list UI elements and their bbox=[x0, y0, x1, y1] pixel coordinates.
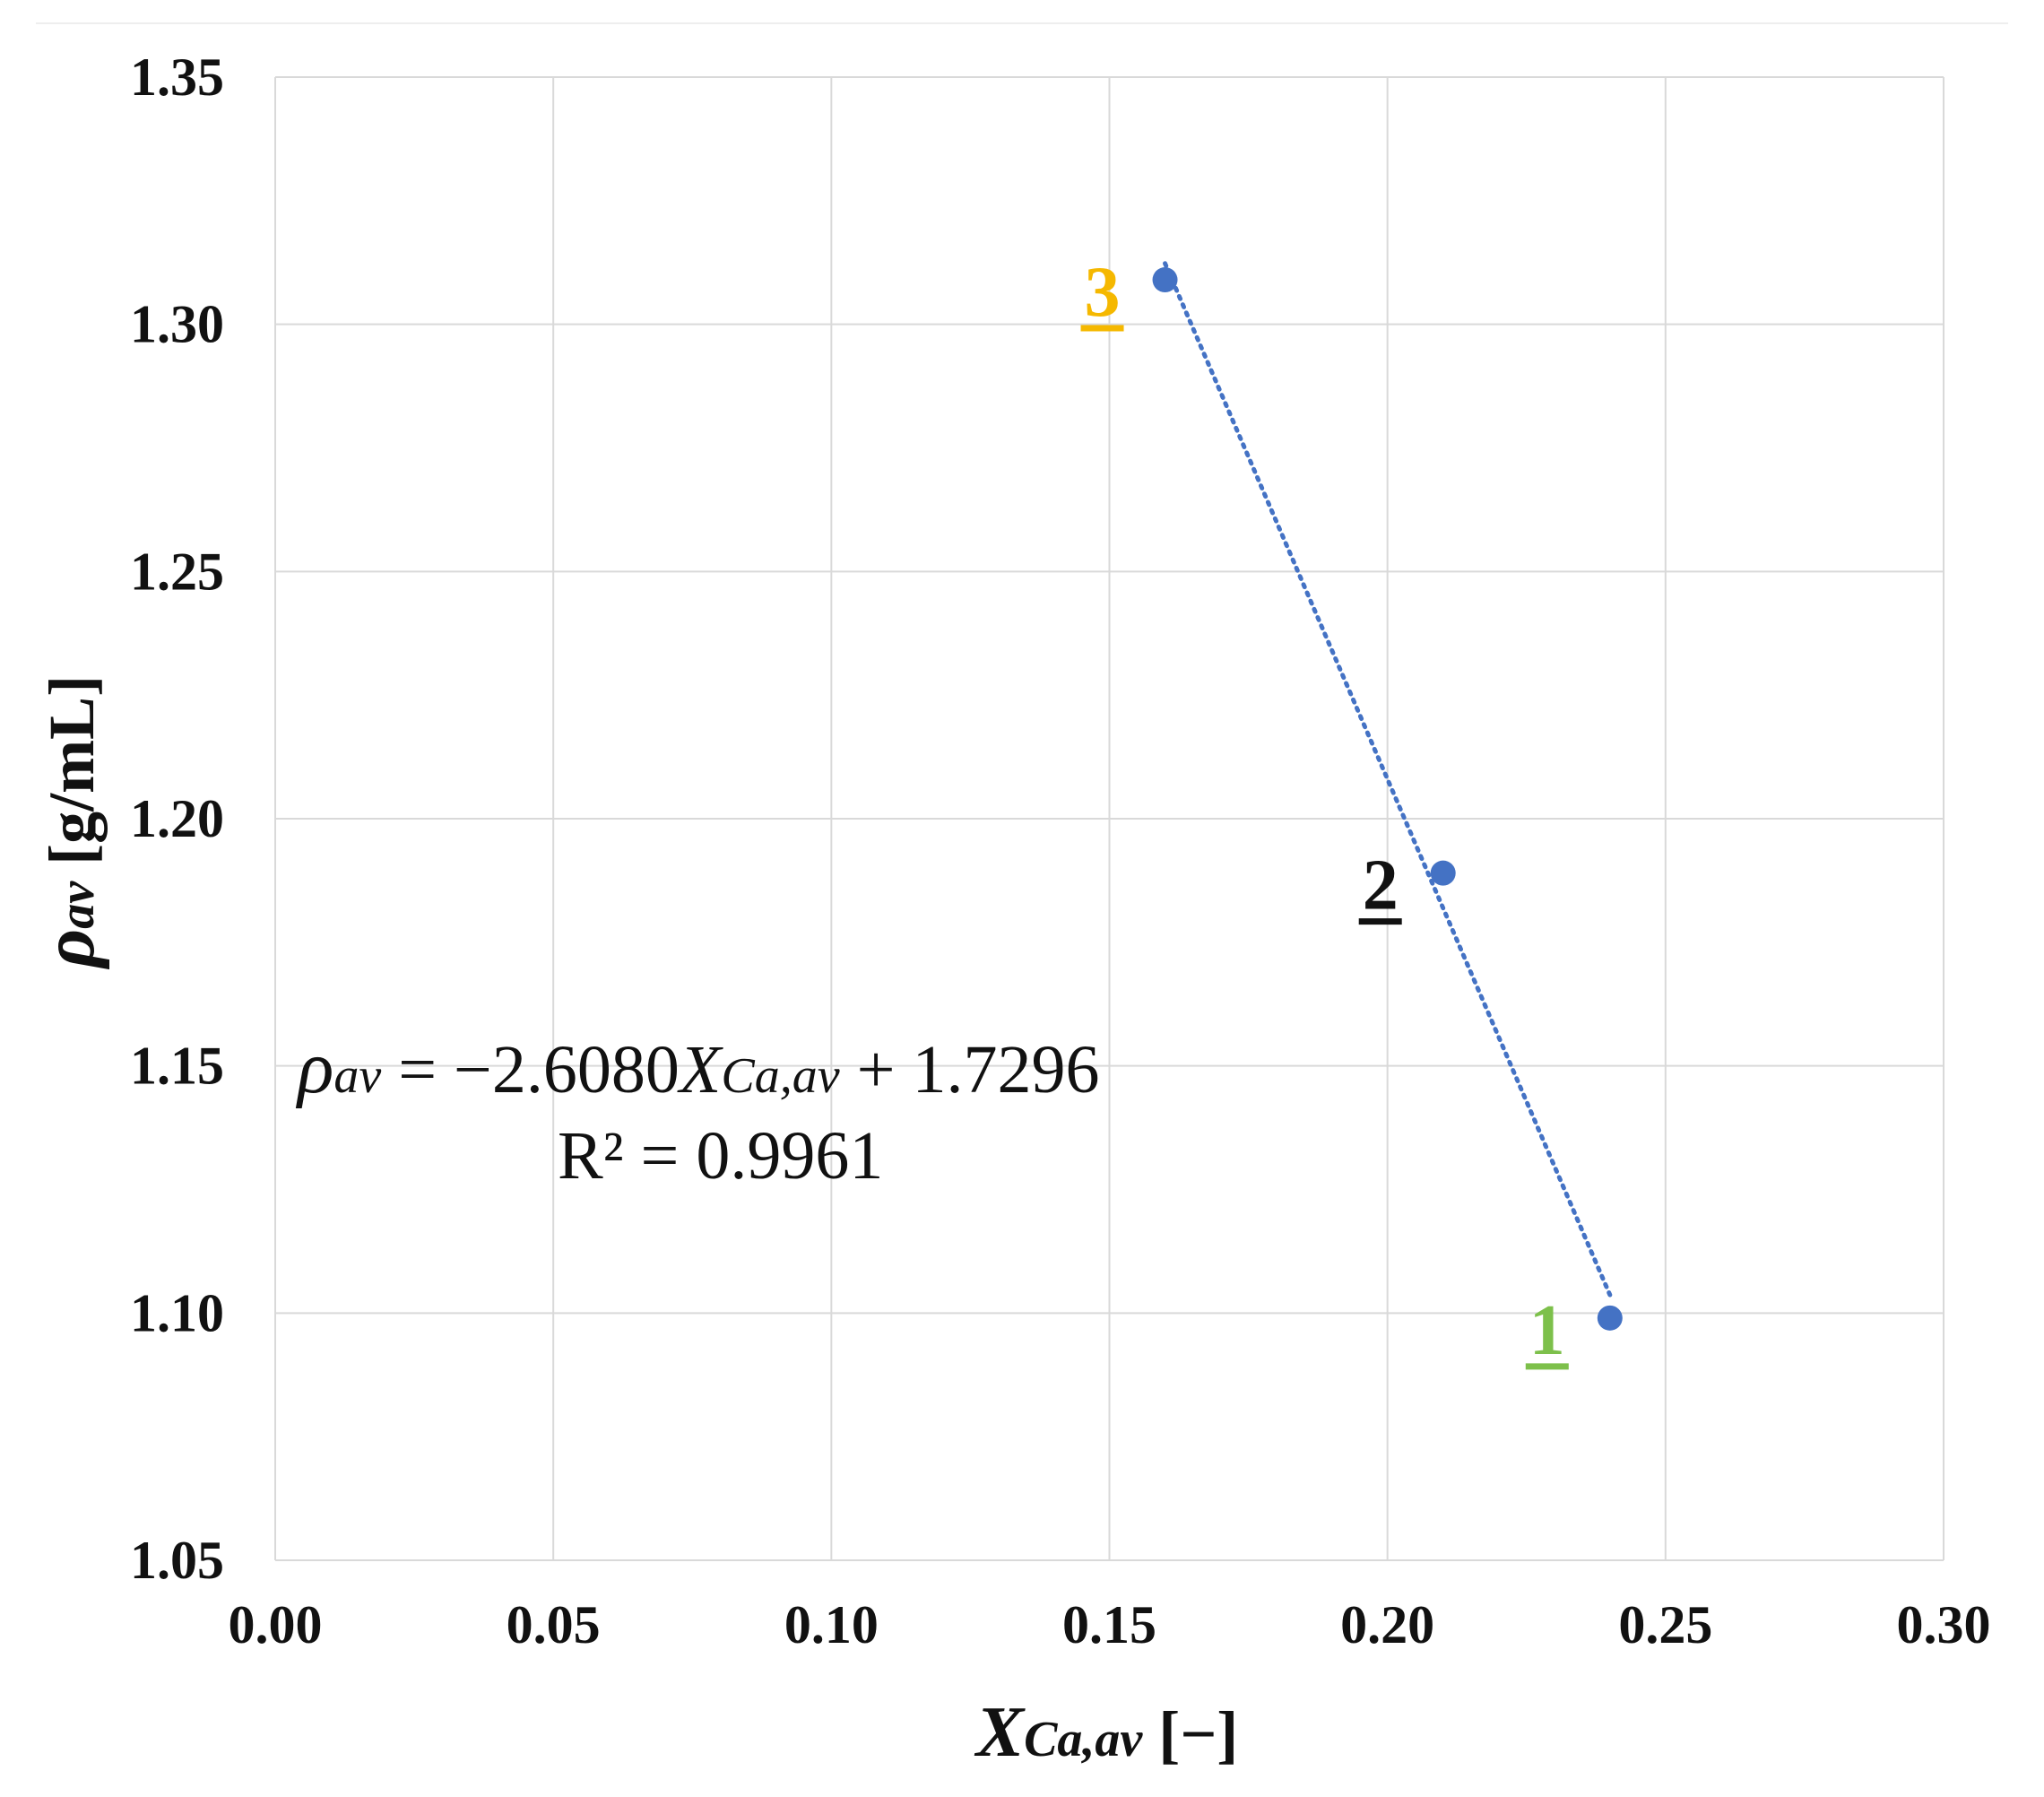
data-point-2 bbox=[1430, 860, 1456, 886]
data-points bbox=[1152, 267, 1623, 1331]
y-tick-label: 1.10 bbox=[130, 1283, 224, 1342]
y-tick-label: 1.35 bbox=[130, 48, 224, 107]
x-axis-title: XCa,av [−] bbox=[974, 1693, 1239, 1772]
data-point-1 bbox=[1597, 1305, 1623, 1331]
x-tick-label: 0.25 bbox=[1618, 1595, 1712, 1654]
y-tick-label: 1.05 bbox=[130, 1531, 224, 1590]
x-tick-label: 0.05 bbox=[507, 1595, 601, 1654]
y-tick-labels: 1.05 1.10 1.15 1.20 1.25 1.30 1.35 bbox=[130, 48, 224, 1590]
gridlines bbox=[274, 76, 1944, 1561]
eq-var-sub: Ca,av bbox=[721, 1048, 839, 1104]
x-tick-label: 0.00 bbox=[229, 1595, 323, 1654]
x-tick-labels: 0.00 0.05 0.10 0.15 0.20 0.25 0.30 bbox=[229, 1595, 1991, 1654]
y-tick-label: 1.25 bbox=[130, 542, 224, 601]
x-tick-label: 0.30 bbox=[1897, 1595, 1991, 1654]
eq-rhs: + 1.7296 bbox=[840, 1032, 1100, 1107]
data-point-3 bbox=[1152, 267, 1178, 293]
point-labels: 1 2 3 bbox=[1080, 253, 1569, 1370]
eq-mid: = −2.6080 bbox=[381, 1032, 680, 1107]
y-axis-title-unit: [g/mL] bbox=[36, 675, 108, 881]
x-tick-label: 0.20 bbox=[1340, 1595, 1434, 1654]
eq-lhs-sub: av bbox=[333, 1048, 381, 1104]
point-label-1: 1 bbox=[1529, 1291, 1565, 1370]
y-tick-label: 1.30 bbox=[130, 295, 224, 354]
y-tick-label: 1.15 bbox=[130, 1037, 224, 1096]
y-axis-title-main: ρ bbox=[27, 929, 110, 970]
x-tick-label: 0.15 bbox=[1062, 1595, 1156, 1654]
eq-var: X bbox=[677, 1032, 723, 1107]
x-axis-title-sub: Ca,av bbox=[1024, 1712, 1143, 1767]
r-squared: R² = 0.9961 bbox=[558, 1118, 883, 1194]
x-axis-title-main: X bbox=[974, 1693, 1026, 1772]
eq-lhs: ρ bbox=[295, 1026, 333, 1109]
y-tick-label: 1.20 bbox=[130, 789, 224, 848]
y-axis-title-sub: av bbox=[49, 881, 105, 929]
trendline bbox=[1163, 261, 1613, 1298]
point-label-3: 3 bbox=[1085, 253, 1121, 332]
trendline-equation: ρav = −2.6080XCa,av + 1.7296 bbox=[295, 1026, 1099, 1109]
y-axis-title: ρav [g/mL] bbox=[27, 675, 110, 970]
point-label-2: 2 bbox=[1363, 846, 1399, 925]
x-tick-label: 0.10 bbox=[784, 1595, 879, 1654]
x-axis-title-unit: [−] bbox=[1142, 1698, 1238, 1770]
